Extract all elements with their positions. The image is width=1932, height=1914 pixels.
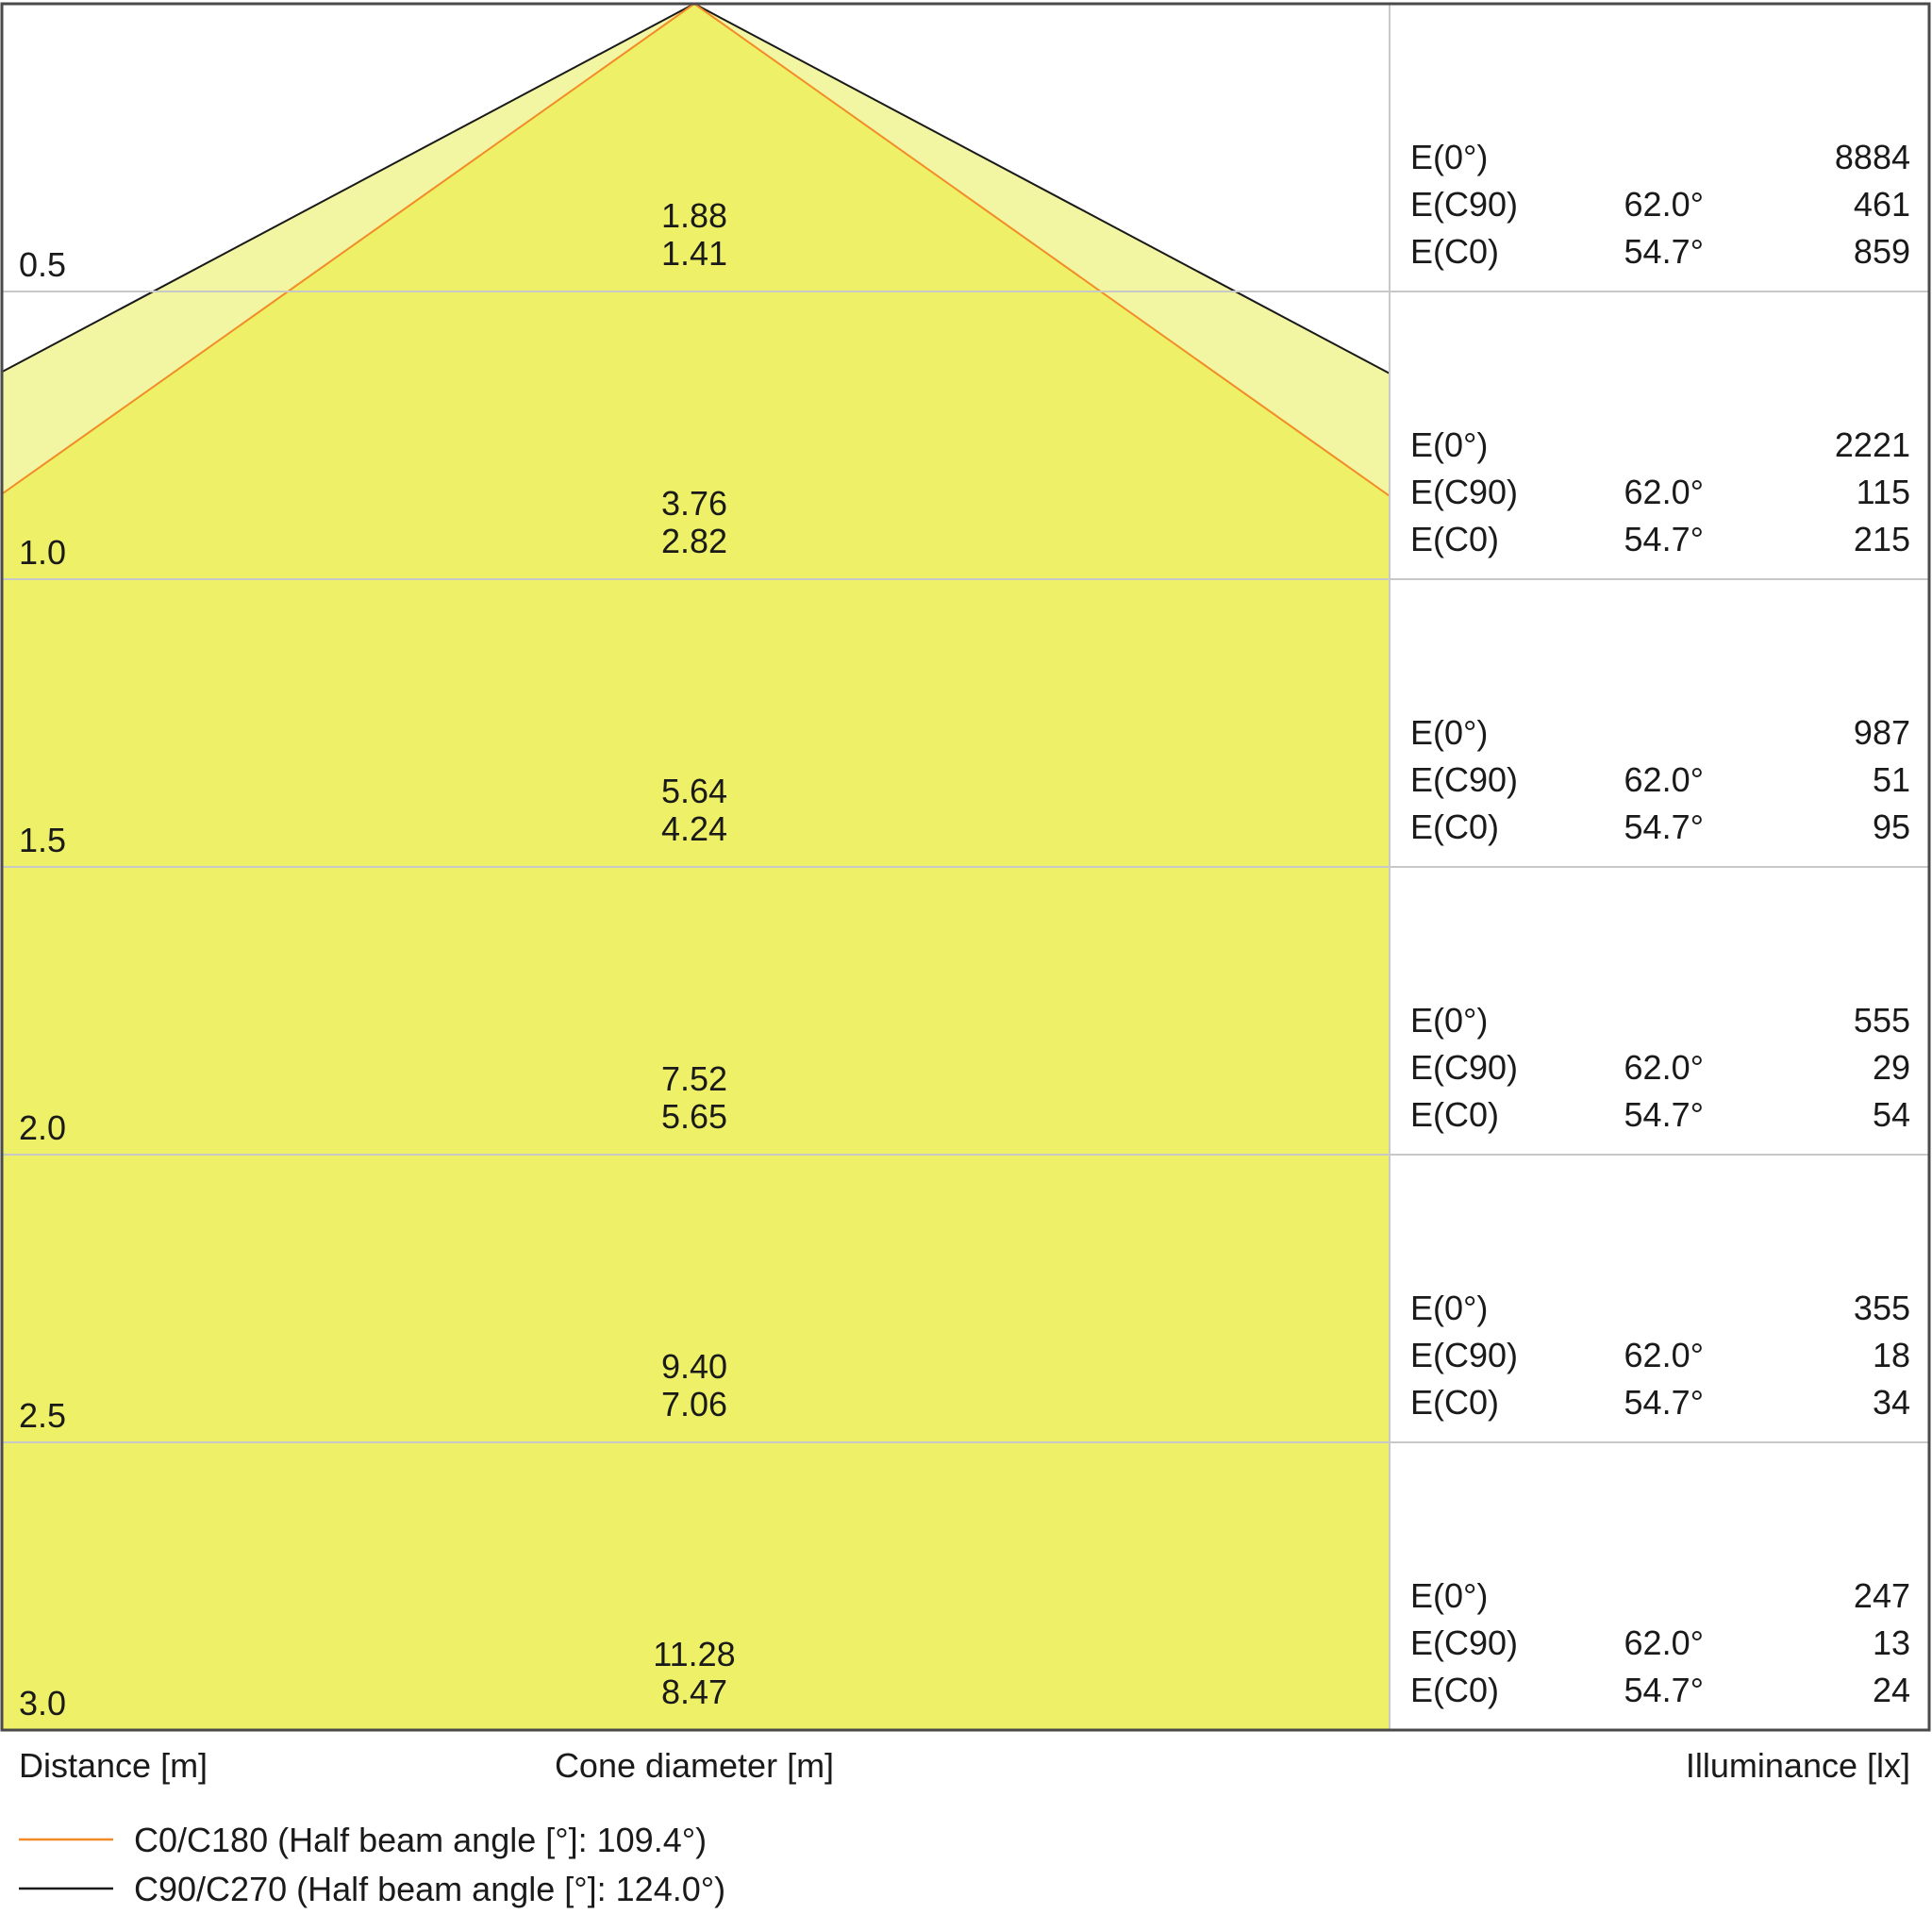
distance-label: 1.0 bbox=[19, 533, 66, 572]
ec0-angle: 54.7° bbox=[1624, 232, 1704, 271]
ec90-angle: 62.0° bbox=[1624, 1048, 1704, 1087]
distance-label: 1.5 bbox=[19, 821, 66, 859]
ec90-value: 115 bbox=[1857, 473, 1910, 511]
e0-label: E(0°) bbox=[1410, 1001, 1488, 1040]
legend-c90-label: C90/C270 (Half beam angle [°]: 124.0°) bbox=[134, 1870, 725, 1908]
ec90-label: E(C90) bbox=[1410, 1048, 1518, 1087]
cone-diameter-c0: 1.41 bbox=[661, 234, 727, 273]
ec0-label: E(C0) bbox=[1410, 807, 1499, 846]
ec90-angle: 62.0° bbox=[1624, 473, 1704, 511]
ec90-label: E(C90) bbox=[1410, 760, 1518, 799]
cone-diameter-c0: 2.82 bbox=[661, 522, 727, 560]
ec90-value: 461 bbox=[1854, 185, 1910, 224]
ec0-label: E(C0) bbox=[1410, 1671, 1499, 1709]
ec0-angle: 54.7° bbox=[1624, 807, 1704, 846]
e0-value: 355 bbox=[1854, 1289, 1910, 1327]
ec0-value: 859 bbox=[1854, 232, 1910, 271]
ec0-angle: 54.7° bbox=[1624, 1383, 1704, 1422]
cone-diameter-c90: 5.64 bbox=[661, 772, 727, 810]
label-layer: 0.5 1.881.41 E(0°) 8884 E(C90) 62.0° 461 E(C0) 5… bbox=[19, 138, 1910, 1723]
ec0-value: 215 bbox=[1854, 520, 1910, 558]
chart-frame bbox=[0, 2, 1931, 1732]
ec90-value: 29 bbox=[1873, 1048, 1910, 1087]
ec90-value: 18 bbox=[1873, 1336, 1910, 1374]
e0-value: 987 bbox=[1854, 713, 1910, 752]
ec0-angle: 54.7° bbox=[1624, 520, 1704, 558]
ec90-label: E(C90) bbox=[1410, 185, 1518, 224]
ec0-value: 95 bbox=[1873, 807, 1910, 846]
e0-label: E(0°) bbox=[1410, 1576, 1488, 1615]
cone-diameter-c90: 1.88 bbox=[661, 196, 727, 235]
cone-diameter-axis-label: Cone diameter [m] bbox=[555, 1746, 834, 1785]
illuminance-axis-label: Illuminance [lx] bbox=[1686, 1746, 1910, 1785]
e0-value: 555 bbox=[1854, 1001, 1910, 1040]
ec90-angle: 62.0° bbox=[1624, 760, 1704, 799]
ec90-angle: 62.0° bbox=[1624, 185, 1704, 224]
axis-labels: Distance [m] Cone diameter [m] Illuminan… bbox=[19, 1746, 1910, 1785]
ec90-value: 51 bbox=[1873, 760, 1910, 799]
distance-label: 2.5 bbox=[19, 1396, 66, 1435]
cone-diameter-c0: 7.06 bbox=[661, 1385, 727, 1423]
ec90-label: E(C90) bbox=[1410, 1336, 1518, 1374]
e0-label: E(0°) bbox=[1410, 713, 1488, 752]
e0-label: E(0°) bbox=[1410, 425, 1488, 464]
cone-diameter-c0: 5.65 bbox=[661, 1097, 727, 1136]
grid-layer bbox=[0, 2, 1931, 1732]
ec0-value: 24 bbox=[1873, 1671, 1910, 1709]
e0-label: E(0°) bbox=[1410, 138, 1488, 176]
legend-c0-label: C0/C180 (Half beam angle [°]: 109.4°) bbox=[134, 1821, 707, 1859]
ec0-value: 34 bbox=[1873, 1383, 1910, 1422]
ec0-angle: 54.7° bbox=[1624, 1671, 1704, 1709]
ec0-label: E(C0) bbox=[1410, 520, 1499, 558]
distance-label: 2.0 bbox=[19, 1108, 66, 1147]
distance-label: 0.5 bbox=[19, 245, 66, 284]
ec90-angle: 62.0° bbox=[1624, 1623, 1704, 1662]
ec0-label: E(C0) bbox=[1410, 232, 1499, 271]
ec0-value: 54 bbox=[1873, 1095, 1910, 1134]
cone-diameter-c90: 3.76 bbox=[661, 484, 727, 523]
ec90-value: 13 bbox=[1873, 1623, 1910, 1662]
cone-diameter-c0: 4.24 bbox=[661, 809, 727, 848]
e0-value: 8884 bbox=[1835, 138, 1910, 176]
legend: C0/C180 (Half beam angle [°]: 109.4°) C90… bbox=[19, 1821, 725, 1908]
ec90-label: E(C90) bbox=[1410, 473, 1518, 511]
cone-diameter-c90: 9.40 bbox=[661, 1347, 727, 1386]
ec0-angle: 54.7° bbox=[1624, 1095, 1704, 1134]
e0-value: 247 bbox=[1854, 1576, 1910, 1615]
cone-diameter-c0: 8.47 bbox=[661, 1673, 727, 1711]
distance-axis-label: Distance [m] bbox=[19, 1746, 208, 1785]
e0-label: E(0°) bbox=[1410, 1289, 1488, 1327]
ec90-label: E(C90) bbox=[1410, 1623, 1518, 1662]
cone-diameter-c90: 11.28 bbox=[653, 1635, 735, 1673]
ec0-label: E(C0) bbox=[1410, 1095, 1499, 1134]
ec90-angle: 62.0° bbox=[1624, 1336, 1704, 1374]
ec0-label: E(C0) bbox=[1410, 1383, 1499, 1422]
distance-label: 3.0 bbox=[19, 1684, 66, 1723]
cone-diameter-c90: 7.52 bbox=[661, 1059, 727, 1098]
e0-value: 2221 bbox=[1835, 425, 1910, 464]
